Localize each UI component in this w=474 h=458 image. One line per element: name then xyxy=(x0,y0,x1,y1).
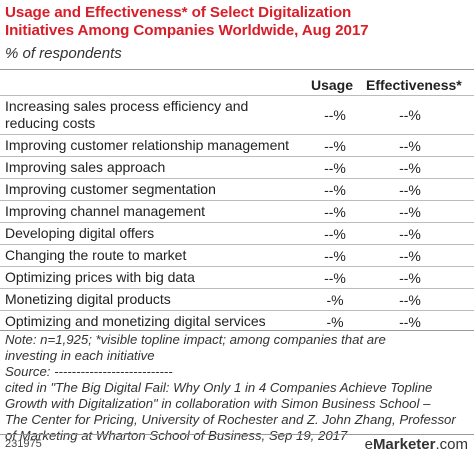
table-row: Optimizing and monetizing digital servic… xyxy=(0,309,474,333)
row-label: Changing the route to market xyxy=(5,247,305,264)
title-line: Usage and Effectiveness* of Select Digit… xyxy=(5,4,352,21)
usage-value: --% xyxy=(324,181,346,198)
table-row: Changing the route to market --% --% xyxy=(0,243,474,267)
table-row: Improving sales approach --% --% xyxy=(0,155,474,179)
effectiveness-value: --% xyxy=(399,107,421,124)
row-label: Improving customer relationship manageme… xyxy=(5,137,305,154)
effectiveness-value: --% xyxy=(399,225,421,242)
title-line: Initiatives Among Companies Worldwide, A… xyxy=(5,22,369,39)
usage-value: -% xyxy=(326,291,344,308)
row-label-line: Improving customer relationship manageme… xyxy=(5,136,290,153)
row-label-line: Monetizing digital products xyxy=(5,290,171,307)
row-label: Increasing sales process efficiency and r… xyxy=(5,98,305,131)
table-row: Improving channel management --% --% xyxy=(0,199,474,223)
chart-title: Usage and Effectiveness* of Select Digit… xyxy=(5,4,469,40)
brand-logo: eMarketer.com xyxy=(365,436,468,453)
row-label-line: Optimizing prices with big data xyxy=(5,268,195,285)
effectiveness-value: --% xyxy=(399,203,421,220)
note-line: cited in "The Big Digital Fail: Why Only… xyxy=(5,380,433,395)
row-label-line: Improving customer segmentation xyxy=(5,180,216,197)
note-line: Growth with Digitalization" in collabora… xyxy=(5,396,431,411)
header-rule xyxy=(0,69,474,70)
effectiveness-value: --% xyxy=(399,313,421,330)
chart-id: 231975 xyxy=(5,438,42,450)
effectiveness-value: --% xyxy=(399,269,421,286)
note-line: Note: n=1,925; *visible topline impact; … xyxy=(5,332,386,347)
source-notes: Note: n=1,925; *visible topline impact; … xyxy=(5,332,470,444)
usage-value: --% xyxy=(324,203,346,220)
row-label: Monetizing digital products xyxy=(5,291,305,308)
column-header-effectiveness: Effectiveness* xyxy=(366,77,462,93)
row-label-line: Increasing sales process efficiency and xyxy=(5,98,249,114)
effectiveness-value: --% xyxy=(399,137,421,154)
row-label-line: reducing costs xyxy=(5,114,96,131)
row-label: Improving customer segmentation xyxy=(5,181,305,198)
notes-rule xyxy=(0,330,474,331)
note-line: investing in each initiative xyxy=(5,348,155,363)
row-label: Improving channel management xyxy=(5,203,305,220)
usage-value: --% xyxy=(324,159,346,176)
row-label: Improving sales approach xyxy=(5,159,305,176)
effectiveness-value: --% xyxy=(399,159,421,176)
usage-value: --% xyxy=(324,107,346,124)
table-row: Increasing sales process efficiency and r… xyxy=(0,95,474,135)
effectiveness-value: --% xyxy=(399,247,421,264)
usage-value: --% xyxy=(324,247,346,264)
row-label-line: Improving sales approach xyxy=(5,158,166,175)
table-row: Optimizing prices with big data --% --% xyxy=(0,265,474,289)
usage-value: --% xyxy=(324,137,346,154)
usage-value: --% xyxy=(324,269,346,286)
table-row: Improving customer segmentation --% --% xyxy=(0,177,474,201)
note-line: The Center for Pricing, University of Ro… xyxy=(5,412,456,427)
table-row: Improving customer relationship manageme… xyxy=(0,133,474,157)
usage-value: -% xyxy=(326,313,344,330)
brand-prefix: e xyxy=(364,436,373,453)
note-line: of Marketing at Wharton School of Busine… xyxy=(5,428,348,443)
chart-subtitle: % of respondents xyxy=(5,45,122,62)
brand-suffix: .com xyxy=(435,436,468,453)
row-label-line: Developing digital offers xyxy=(5,224,155,241)
effectiveness-value: --% xyxy=(399,291,421,308)
row-label: Developing digital offers xyxy=(5,225,305,242)
effectiveness-value: --% xyxy=(399,181,421,198)
table-row: Developing digital offers --% --% xyxy=(0,221,474,245)
note-line: Source: --------------------------- xyxy=(5,364,173,379)
row-label-line: Changing the route to market xyxy=(5,246,187,263)
row-label: Optimizing prices with big data xyxy=(5,269,305,286)
brand-name: Marketer xyxy=(372,436,436,453)
column-header-usage: Usage xyxy=(311,77,354,93)
footer-rule xyxy=(0,434,474,435)
table-row: Monetizing digital products -% --% xyxy=(0,287,474,311)
row-label-line: Optimizing and monetizing digital servic… xyxy=(5,312,266,329)
row-label-line: Improving channel management xyxy=(5,202,206,219)
row-label: Optimizing and monetizing digital servic… xyxy=(5,313,305,330)
usage-value: --% xyxy=(324,225,346,242)
